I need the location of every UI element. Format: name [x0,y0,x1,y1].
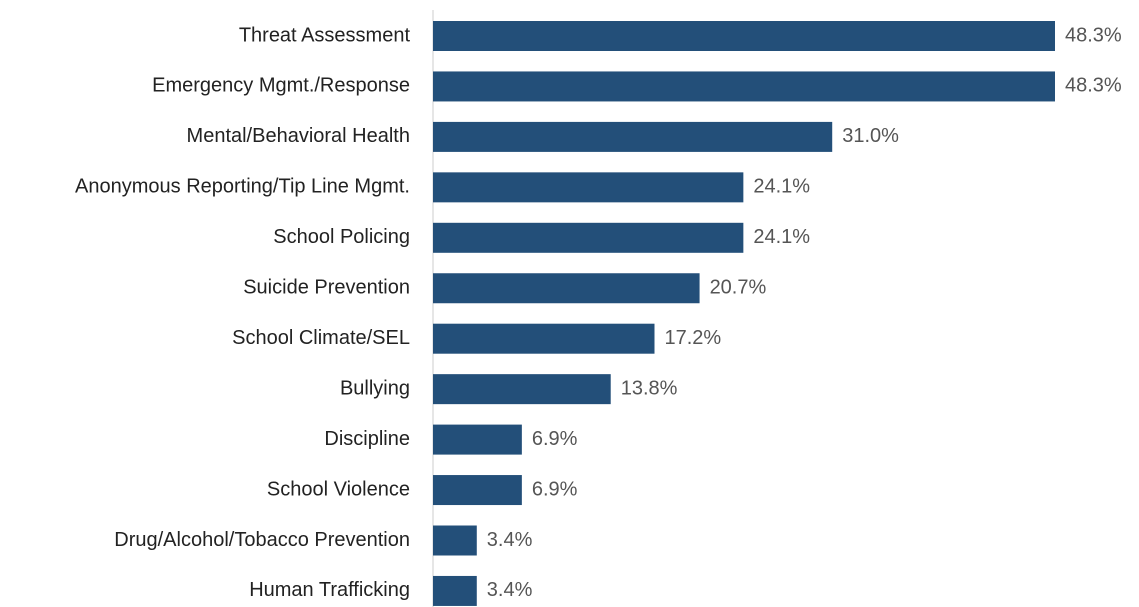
bar [433,273,700,304]
category-label: Human Trafficking [249,579,410,601]
value-label: 3.4% [487,529,533,551]
bar [433,525,477,556]
bar [433,21,1055,51]
value-label: 13.8% [621,377,678,399]
value-label: 6.9% [532,478,578,500]
bar [433,121,833,152]
bar [433,475,522,506]
category-label: School Policing [273,226,410,248]
value-label: 31.0% [842,125,899,147]
category-label: Drug/Alcohol/Tobacco Prevention [114,529,410,551]
category-label: Emergency Mgmt./Response [152,75,410,97]
bar [433,222,744,253]
bar [433,71,1055,102]
bar [433,575,477,606]
value-label: 48.3% [1065,75,1122,97]
category-label: Discipline [324,428,410,450]
bar [433,374,611,405]
value-label: 24.1% [753,176,810,198]
value-label: 3.4% [487,579,533,601]
category-label: Mental/Behavioral Health [187,125,410,147]
value-label: 20.7% [710,277,767,299]
value-label: 48.3% [1065,24,1122,46]
bar [433,323,655,354]
category-label: Suicide Prevention [243,277,410,299]
bar [433,172,744,203]
value-label: 24.1% [753,226,810,248]
category-label: Anonymous Reporting/Tip Line Mgmt. [75,176,410,198]
category-label: Threat Assessment [239,24,411,46]
value-label: 6.9% [532,428,578,450]
category-label: School Violence [267,478,410,500]
bar [433,424,522,455]
value-label: 17.2% [664,327,721,349]
category-label: School Climate/SEL [232,327,410,349]
category-label: Bullying [340,377,410,399]
